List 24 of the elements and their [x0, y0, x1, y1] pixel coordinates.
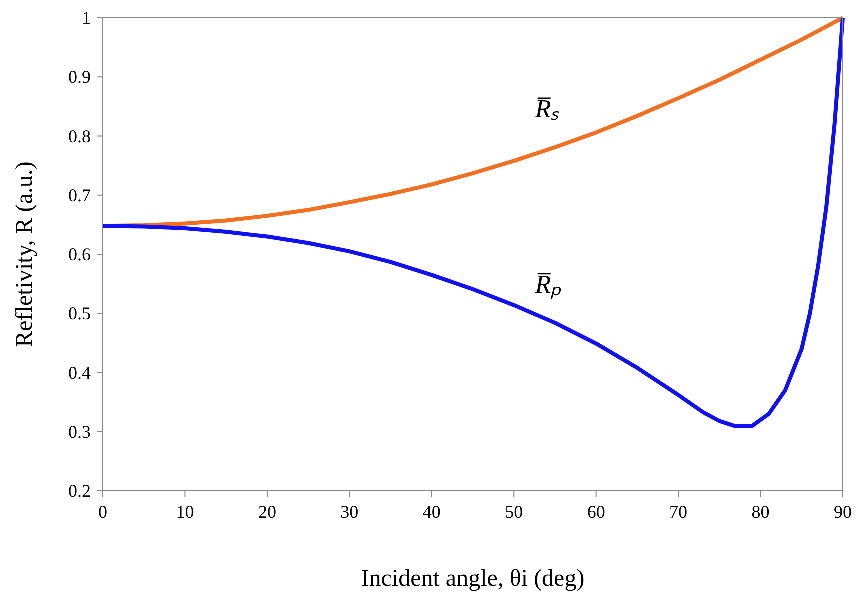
x-tick-label: 50	[505, 502, 524, 522]
y-tick-label: 1	[82, 8, 91, 28]
y-tick-label: 0.8	[68, 126, 91, 146]
x-tick-label: 70	[670, 502, 688, 522]
y-tick-label: 0.6	[68, 244, 91, 264]
y-tick-label: 0.2	[68, 481, 91, 501]
x-tick-label: 20	[258, 502, 276, 522]
series-label: R̅ₚ	[534, 270, 562, 300]
y-tick-label: 0.7	[68, 185, 91, 206]
x-tick-label: 0	[98, 502, 108, 522]
x-tick-label: 30	[340, 502, 359, 522]
y-axis-title: Refletivity, R (a.u.)	[12, 162, 38, 348]
x-tick-label: 40	[422, 502, 441, 522]
x-tick-label: 80	[752, 502, 770, 522]
x-axis-title: Incident angle, θi (deg)	[361, 566, 585, 592]
series-label: R̅ₛ	[534, 94, 560, 124]
y-tick-label: 0.4	[68, 362, 91, 383]
line-series	[101, 16, 845, 429]
y-tick-label: 0.3	[68, 422, 91, 442]
y-tick-label: 0.9	[68, 67, 91, 88]
x-tick-label: 60	[587, 502, 606, 522]
y-tick-label: 0.5	[68, 304, 91, 324]
x-tick-label: 90	[834, 502, 852, 522]
x-tick-label: 10	[176, 502, 194, 522]
